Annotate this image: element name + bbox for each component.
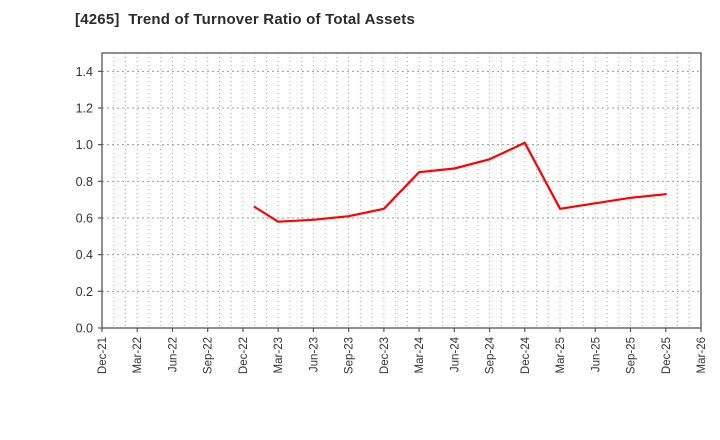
- y-tick-label: 1.4: [76, 65, 93, 79]
- y-tick-label: 0.6: [76, 212, 93, 226]
- x-tick-label: Dec-22: [238, 337, 250, 374]
- plot-frame: [101, 52, 702, 329]
- x-tick-label: Mar-26: [696, 337, 708, 373]
- chart-title: [4265] Trend of Turnover Ratio of Total …: [75, 11, 416, 28]
- x-tick-label: Sep-24: [485, 336, 497, 374]
- turnover-ratio-line: [253, 141, 667, 223]
- x-tick-label: Dec-25: [661, 337, 673, 374]
- x-tick-label: Dec-23: [379, 337, 391, 374]
- y-tick-label: 0.8: [76, 175, 93, 189]
- x-tick-label: Mar-23: [273, 337, 285, 373]
- y-tick-label: 0.0: [76, 322, 93, 336]
- x-tick-label: Mar-24: [414, 336, 426, 373]
- y-tick-label: 1.0: [76, 138, 93, 152]
- x-tick-label: Jun-24: [449, 336, 461, 372]
- x-tick-label: Dec-21: [97, 337, 109, 374]
- x-tick-label: Sep-23: [344, 337, 356, 374]
- y-tick-label: 1.2: [76, 102, 93, 116]
- x-tick-label: Jun-22: [167, 337, 179, 372]
- x-tick-label: Sep-25: [626, 337, 638, 374]
- y-tick-label: 0.2: [76, 285, 93, 299]
- y-tick-label: 0.4: [76, 248, 93, 262]
- x-tick-label: Jun-25: [590, 337, 602, 372]
- x-tick-label: Mar-22: [132, 337, 144, 373]
- x-tick-label: Dec-24: [520, 336, 532, 374]
- x-tick-label: Mar-25: [555, 337, 567, 373]
- x-tick-label: Jun-23: [308, 337, 320, 372]
- x-tick-label: Sep-22: [203, 337, 215, 374]
